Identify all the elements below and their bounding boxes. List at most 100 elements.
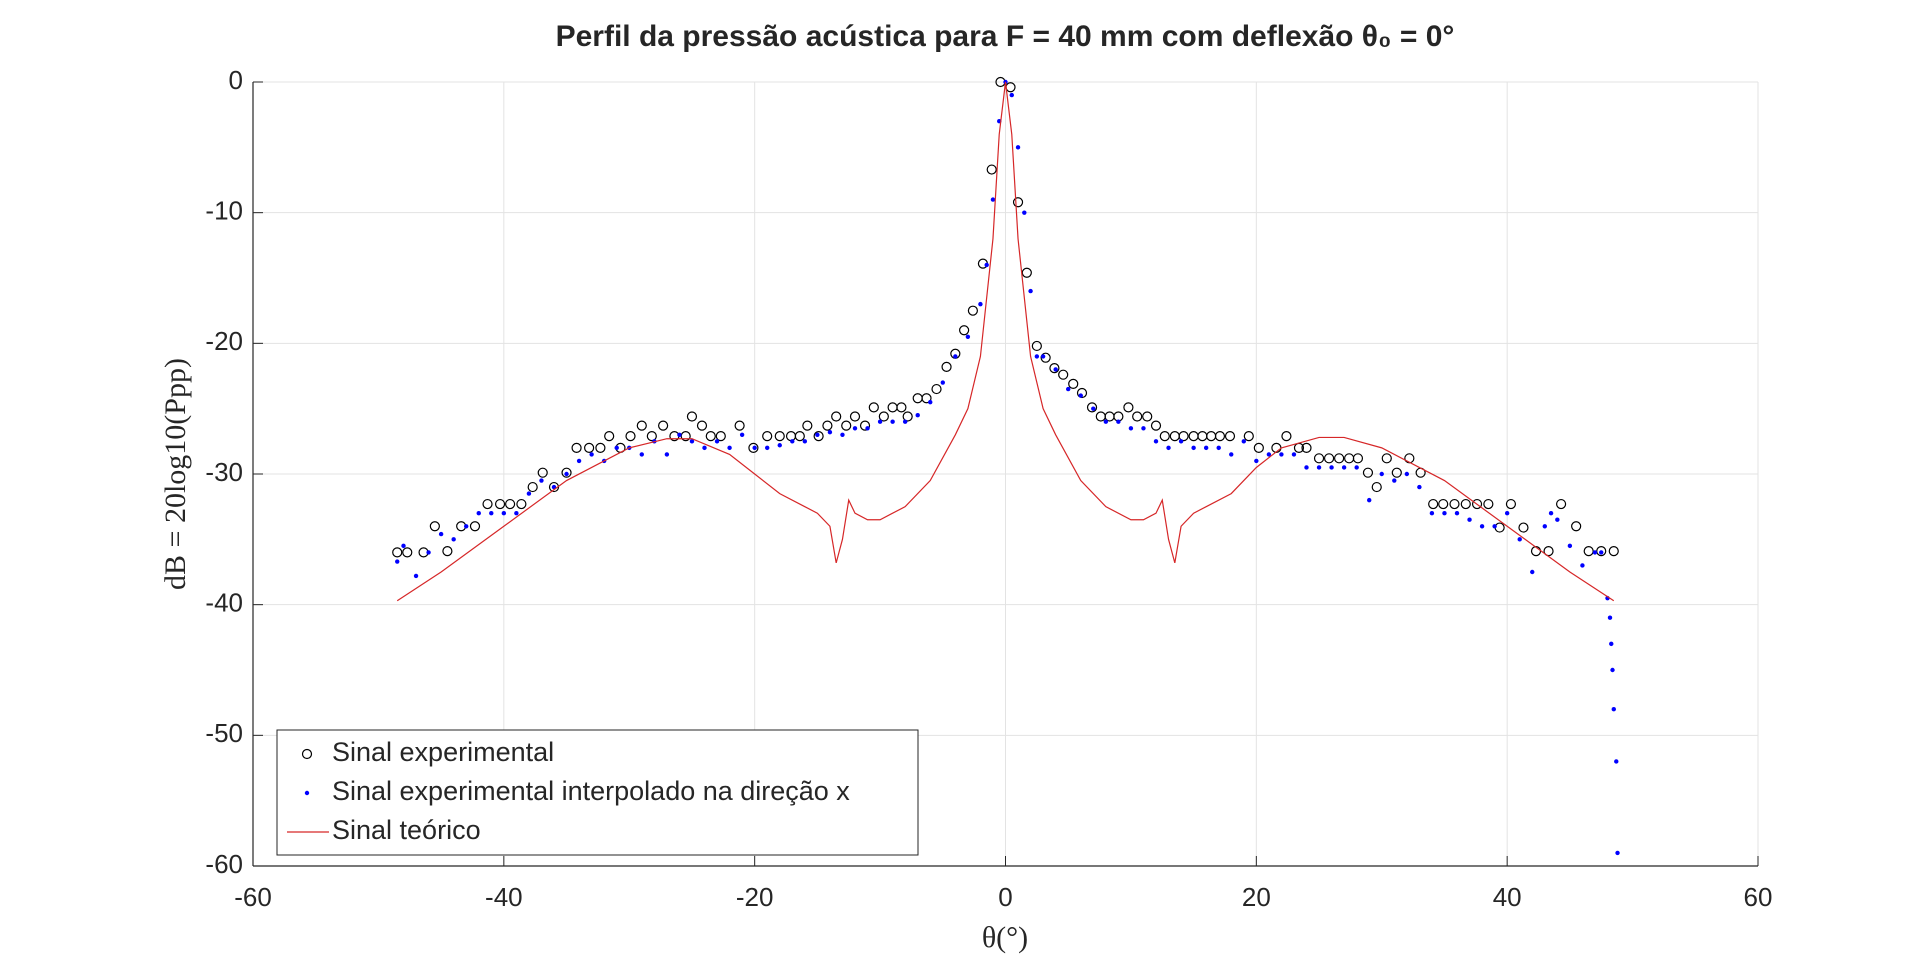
data-point: [990, 197, 996, 202]
y-tick-label: -40: [205, 588, 243, 618]
data-point: [625, 431, 636, 442]
data-point: [1128, 426, 1134, 431]
data-point: [1505, 498, 1517, 510]
data-point: [494, 498, 506, 510]
data-point: [1341, 465, 1347, 470]
data-point: [1141, 426, 1146, 431]
x-tick-label: 0: [998, 882, 1012, 912]
data-point: [501, 511, 507, 516]
legend-symbol: [304, 790, 310, 796]
data-point: [1492, 524, 1497, 529]
data-point: [1049, 363, 1060, 374]
data-point: [1034, 354, 1040, 359]
data-point: [1058, 369, 1069, 380]
data-point: [921, 393, 932, 404]
data-point: [438, 531, 444, 537]
data-point: [802, 439, 808, 444]
data-point: [505, 498, 516, 510]
data-point: [967, 305, 978, 316]
data-point: [840, 432, 845, 437]
data-point: [790, 439, 795, 444]
data-point: [1438, 498, 1449, 510]
legend-label: Sinal teórico: [332, 815, 481, 845]
data-point: [1241, 439, 1246, 444]
data-point: [1009, 92, 1014, 98]
data-point: [1429, 511, 1435, 516]
data-point: [1279, 452, 1284, 457]
data-point: [739, 432, 745, 437]
data-point: [734, 420, 745, 431]
data-point: [852, 426, 858, 431]
data-point: [1012, 197, 1024, 208]
data-point: [576, 458, 582, 464]
data-point: [1166, 445, 1171, 451]
data-point: [1391, 467, 1402, 478]
data-point: [1022, 210, 1027, 215]
data-point: [748, 442, 759, 453]
data-point: [680, 431, 691, 442]
data-point: [514, 511, 519, 516]
data-point: [589, 452, 594, 457]
data-point: [1609, 641, 1614, 647]
data-point: [1216, 445, 1221, 451]
data-point: [1352, 453, 1364, 464]
data-point: [878, 411, 889, 422]
data-point: [831, 411, 842, 422]
data-point: [1224, 431, 1236, 442]
data-point: [1504, 511, 1510, 516]
data-point: [392, 547, 403, 558]
data-point: [1518, 522, 1529, 533]
data-point: [1028, 288, 1033, 294]
data-point: [815, 432, 820, 437]
data-point: [794, 431, 805, 442]
data-point: [1078, 393, 1083, 398]
data-point: [658, 420, 669, 431]
data-point: [1530, 569, 1535, 575]
data-point: [516, 498, 527, 510]
data-point: [1281, 431, 1292, 442]
data-point: [1555, 517, 1560, 522]
data-point: [1449, 498, 1460, 510]
data-point: [1467, 517, 1472, 522]
data-point: [865, 426, 870, 431]
x-axis-label: θ(°): [982, 921, 1028, 954]
data-point: [1615, 850, 1620, 856]
data-point: [849, 411, 861, 422]
data-line: [396, 81, 1615, 602]
legend: Sinal experimental Sinal experimental int…: [276, 729, 919, 856]
data-point: [469, 521, 481, 532]
data-point: [1392, 478, 1397, 483]
x-tick-label: -60: [234, 882, 272, 912]
data-point: [1066, 386, 1071, 392]
data-point: [402, 547, 413, 558]
data-point: [1580, 563, 1585, 568]
data-point: [1214, 431, 1226, 442]
data-point: [1313, 453, 1325, 464]
data-point: [1614, 759, 1619, 764]
data-point: [636, 420, 647, 431]
data-point: [1596, 545, 1607, 557]
data-point: [1132, 411, 1143, 422]
data-point: [1611, 707, 1616, 712]
data-point: [1301, 442, 1312, 453]
data-point: [413, 573, 419, 579]
data-point: [696, 420, 708, 431]
data-point: [677, 432, 682, 437]
data-point: [476, 511, 481, 516]
data-point: [664, 452, 670, 457]
data-point: [426, 550, 431, 555]
data-point: [1040, 354, 1046, 359]
data-point: [1442, 511, 1447, 516]
data-point: [822, 420, 833, 431]
data-point: [1428, 498, 1439, 510]
data-point: [714, 439, 720, 444]
data-point: [986, 164, 997, 175]
data-point: [1460, 498, 1471, 510]
data-point: [965, 334, 971, 339]
data-point: [686, 411, 698, 422]
data-point: [1053, 367, 1058, 372]
data-point: [464, 524, 469, 529]
data-point: [1091, 406, 1096, 411]
data-point: [762, 431, 773, 442]
